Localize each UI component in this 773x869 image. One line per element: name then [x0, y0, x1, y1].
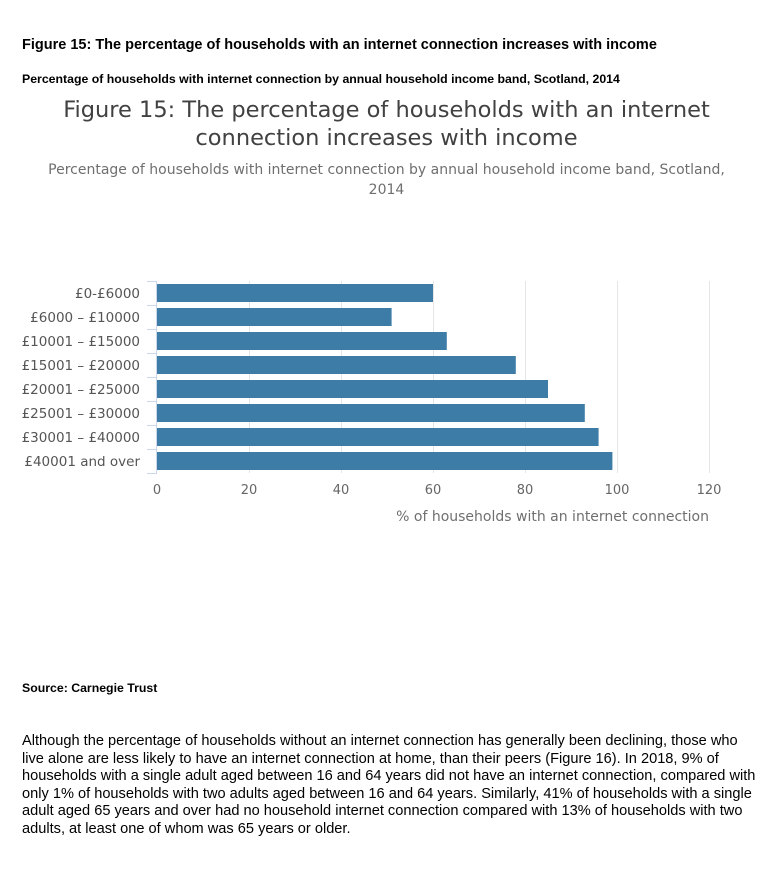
- bar-chart-plot: £0-£6000 £6000 – £10000 £10001 – £15000 £15…: [22, 281, 722, 525]
- bar: [157, 404, 585, 422]
- document-heading: Figure 15: The percentage of households …: [22, 37, 657, 53]
- category-label: £15001 – £20000: [22, 358, 140, 374]
- category-label: £10001 – £15000: [22, 334, 140, 350]
- category-label: £25001 – £30000: [22, 406, 140, 422]
- x-tick-label: 100: [605, 483, 630, 498]
- chart-title-line-1: Figure 15: The percentage of households …: [63, 97, 710, 123]
- bar: [157, 332, 447, 350]
- x-tick-labels: 0 20 40 60 80 100 120: [153, 483, 722, 498]
- chart: Figure 15: The percentage of households …: [0, 88, 773, 558]
- category-label: £0-£6000: [75, 286, 140, 302]
- bar: [157, 428, 599, 446]
- x-tick-label: 60: [425, 483, 442, 498]
- bar: [157, 380, 548, 398]
- document-subheading: Percentage of households with internet c…: [22, 72, 620, 86]
- category-labels: £0-£6000 £6000 – £10000 £10001 – £15000 £15…: [22, 286, 141, 470]
- category-label: £30001 – £40000: [22, 430, 140, 446]
- x-tick-label: 20: [241, 483, 258, 498]
- x-tick-label: 40: [333, 483, 350, 498]
- x-tick-label: 80: [517, 483, 534, 498]
- bar: [157, 452, 613, 470]
- chart-title-line-2: connection increases with income: [195, 125, 578, 151]
- x-tick-label: 0: [153, 483, 161, 498]
- body-paragraph: Although the percentage of households wi…: [22, 733, 756, 837]
- bar: [157, 356, 516, 374]
- bars: [157, 284, 613, 470]
- chart-subtitle: Percentage of households with internet c…: [0, 160, 773, 200]
- chart-subtitle-line-2: 2014: [368, 182, 405, 198]
- chart-title: Figure 15: The percentage of households …: [0, 96, 773, 152]
- category-label: £40001 and over: [24, 454, 140, 470]
- source-note: Source: Carnegie Trust: [22, 681, 158, 695]
- category-label: £6000 – £10000: [30, 310, 140, 326]
- bar: [157, 284, 433, 302]
- bar: [157, 308, 392, 326]
- chart-subtitle-line-1: Percentage of households with internet c…: [48, 162, 725, 178]
- category-label: £20001 – £25000: [22, 382, 140, 398]
- x-axis-title: % of households with an internet connect…: [396, 509, 709, 525]
- x-tick-label: 120: [697, 483, 722, 498]
